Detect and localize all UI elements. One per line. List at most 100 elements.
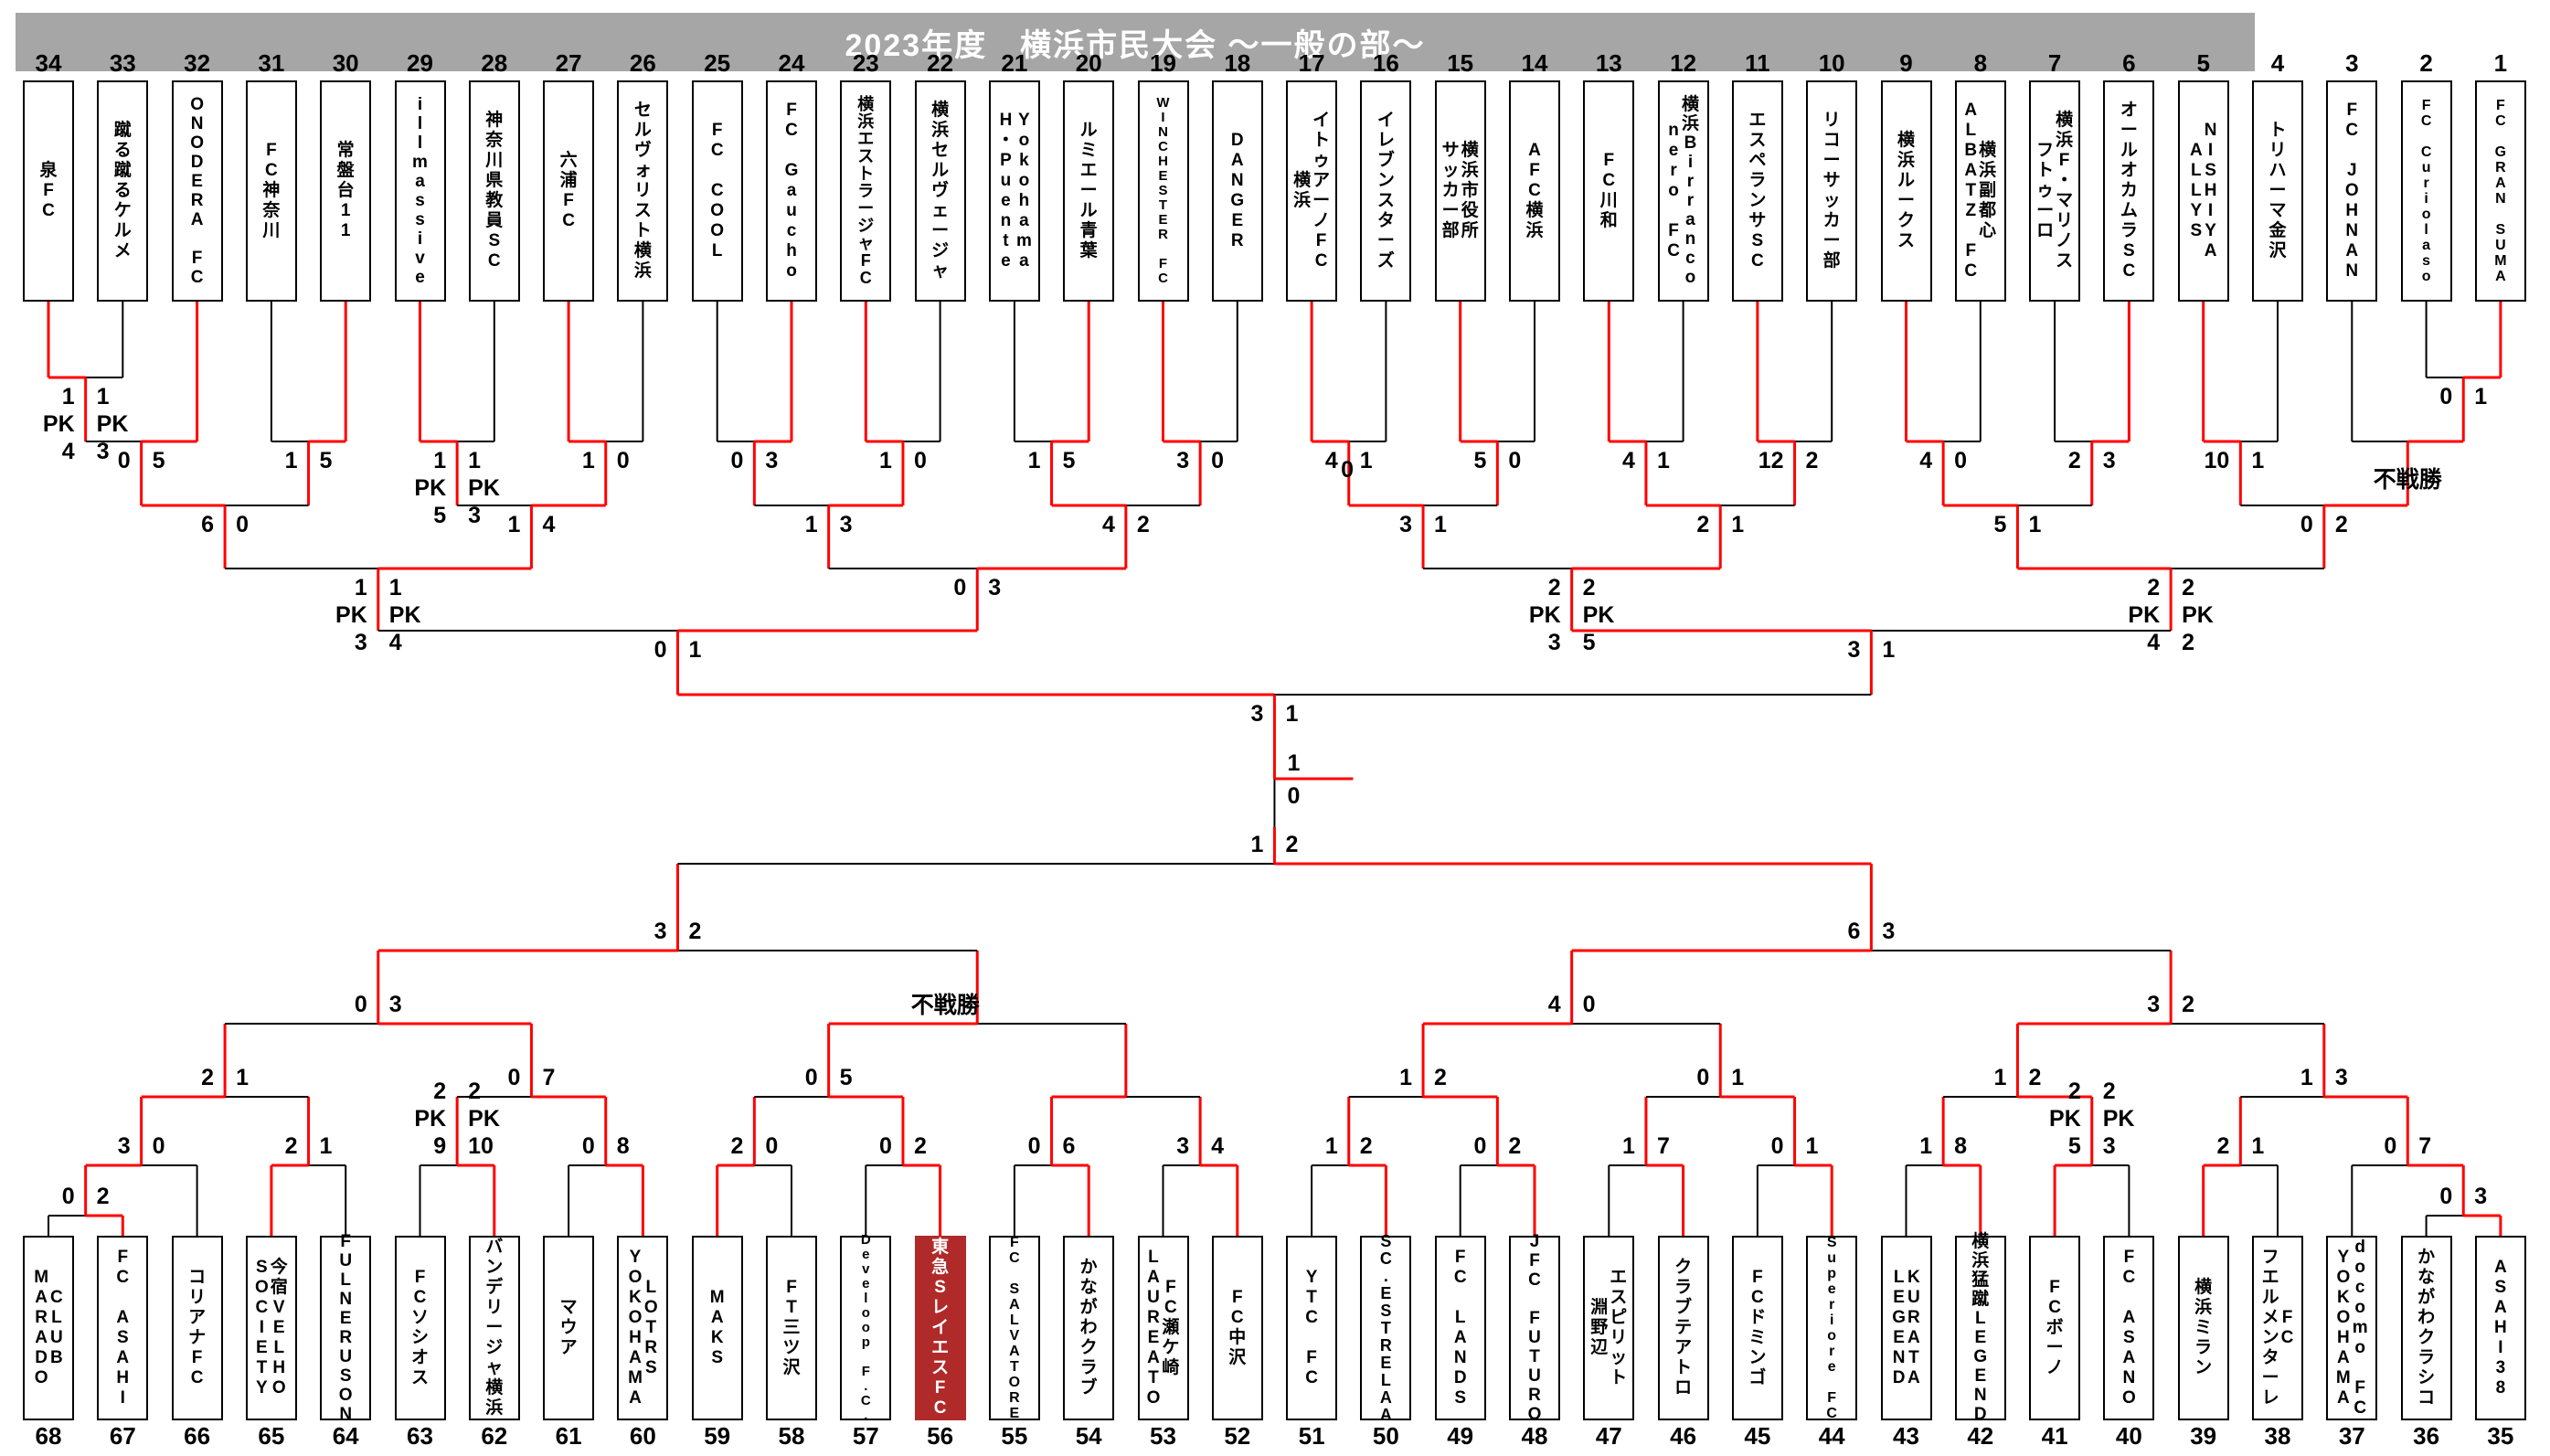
team-box-44: S u p e r i o r e F C	[1806, 1235, 1858, 1421]
match-score: 1	[804, 512, 818, 537]
team-box-30: 常 盤 台 1 1	[320, 80, 372, 302]
seed-label: 39	[2190, 1422, 2217, 1450]
match-score: 1	[1027, 448, 1041, 473]
match-score: 3	[839, 512, 853, 537]
seed-label: 53	[1150, 1422, 1176, 1450]
stray-zero: 0	[1341, 457, 1354, 483]
team-box-52: F C 中 沢	[1211, 1236, 1263, 1420]
match-score: 0	[765, 1133, 779, 1159]
team-name: マ ウ ア	[559, 1298, 578, 1357]
match-score: 0	[1696, 1065, 1710, 1090]
title-bar: 2023年度 横浜市民大会 ～一般の部～	[16, 13, 2255, 71]
match-score: 5	[152, 448, 165, 473]
team-name: F C 川 和	[1599, 151, 1618, 230]
seed-label: 38	[2264, 1422, 2291, 1450]
match-score: 1	[1434, 512, 1447, 537]
seed-label: 62	[481, 1422, 508, 1450]
team-name: H ・ P u e n t e	[996, 111, 1015, 271]
team-box-56: 東 急 S レ イ エ ス F C	[914, 1236, 966, 1420]
final-score-bottom: 0	[1287, 783, 1301, 809]
team-name: セ ル ヴ ォ リ ス ト 横 浜	[633, 101, 652, 281]
match-score: 1	[236, 1065, 249, 1090]
team-box-41: F C ボ ー ノ	[2029, 1236, 2081, 1420]
seed-label: 51	[1298, 1422, 1325, 1450]
match-score: 5	[839, 1065, 853, 1090]
team-name: ク ラ ブ テ ア ト ロ	[1674, 1258, 1693, 1398]
seed-label: 40	[2115, 1422, 2142, 1450]
match-score: 3	[388, 992, 402, 1017]
match-score: 4	[1547, 992, 1561, 1017]
match-score: 3	[2102, 448, 2116, 473]
match-score: 1	[1731, 512, 1745, 537]
team-box-61: マ ウ ア	[543, 1236, 595, 1420]
seed-label: 16	[1372, 49, 1399, 77]
team-name: オ ー ル オ カ ム ラ S C	[2120, 101, 2138, 281]
match-score: 2 PK 9	[414, 1079, 447, 1159]
seed-label: 54	[1075, 1422, 1102, 1450]
match-score: 2	[913, 1133, 927, 1159]
match-score: 1	[2028, 512, 2042, 537]
team-box-48: J F C F U T U R O	[1509, 1232, 1560, 1424]
team-name: S C . E S T R E L A A	[1379, 1231, 1392, 1424]
match-score: 1	[1882, 637, 1896, 663]
team-name: Y T C F C	[1305, 1268, 1318, 1387]
seed-label: 4	[2270, 49, 2285, 77]
walkover-label: 不戦勝	[910, 993, 980, 1018]
match-score: 0	[1954, 448, 1968, 473]
match-score: 1	[1805, 1133, 1819, 1159]
team-box-26: セ ル ヴ ォ リ ス ト 横 浜	[617, 80, 669, 302]
match-score: 3	[1250, 701, 1264, 727]
team-name: F C ソ シ オ ス	[410, 1268, 429, 1387]
seed-label: 45	[1744, 1422, 1771, 1450]
match-score: 2 PK 5	[1582, 575, 1615, 655]
team-name: K U R A T A	[1907, 1268, 1920, 1387]
team-box-18: D A N G E R	[1211, 80, 1263, 302]
team-box-32: O N O D E R A F C	[171, 80, 223, 302]
seed-label: 63	[407, 1422, 433, 1450]
match-score: 2	[1359, 1133, 1373, 1159]
walkover-label: 不戦勝	[2373, 467, 2442, 493]
team-box-34: 泉 F C	[23, 80, 74, 302]
team-box-23: 横 浜 エ ス ト ラ ー ジ ャ F C	[840, 80, 892, 302]
seed-label: 58	[778, 1422, 805, 1450]
seed-label: 5	[2196, 49, 2210, 77]
match-score: 0	[653, 637, 667, 663]
match-score: 3	[1399, 512, 1413, 537]
match-score: 1 PK 3	[468, 448, 500, 528]
seed-label: 18	[1224, 49, 1251, 77]
match-score: 6	[1062, 1133, 1076, 1159]
team-name: F C 神 奈 川	[262, 141, 281, 240]
team-name: Y O K O H A M A	[628, 1248, 643, 1408]
match-score: 1 PK 4	[388, 575, 421, 655]
match-score: 0	[152, 1133, 165, 1159]
match-score: 1 PK 5	[414, 448, 447, 528]
team-box-28: 神 奈 川 県 教 員 S C	[468, 80, 520, 302]
match-score: 2	[201, 1065, 215, 1090]
seed-label: 7	[2047, 49, 2062, 77]
team-name: L E G E N D	[1892, 1268, 1907, 1387]
match-score: 6	[1847, 919, 1861, 944]
seed-label: 24	[778, 49, 805, 77]
team-box-29: i l l m a s s i v e	[394, 80, 446, 302]
team-name: Y O K O H A M A	[2335, 1248, 2351, 1408]
team-box-63: F C ソ シ オ ス	[394, 1236, 446, 1420]
match-score: 3	[1176, 1133, 1190, 1159]
team-name: Y o k o h a m a	[1015, 111, 1032, 271]
seed-label: 2	[2419, 49, 2433, 77]
team-name: A L B A T Z F C	[1964, 101, 1978, 281]
team-box-58: F T 三 ツ 沢	[766, 1236, 817, 1420]
match-score: 0	[2439, 1184, 2453, 1209]
team-name: フ ト ゥ ー ロ	[2036, 141, 2055, 240]
team-name: 蹴 る 蹴 る ケ ル メ	[113, 121, 132, 260]
seed-label: 66	[184, 1422, 211, 1450]
seed-label: 41	[2041, 1422, 2068, 1450]
team-box-54: か な が わ ク ラ ブ	[1063, 1236, 1115, 1420]
seed-label: 19	[1150, 49, 1176, 77]
